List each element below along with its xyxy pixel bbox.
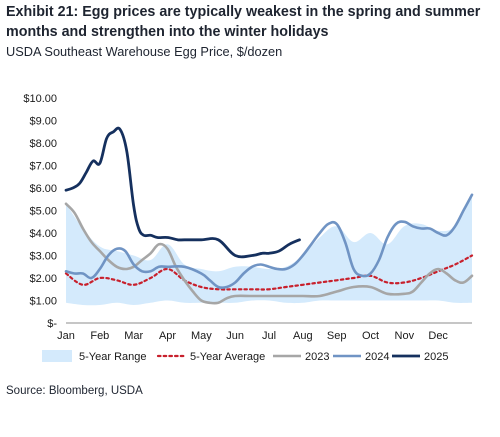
x-tick-label: Mar [124,330,143,342]
legend-label-average: 5-Year Average [190,351,265,363]
series-line-s2023 [64,202,474,305]
y-tick-label: $5.00 [29,206,57,218]
chart-subtitle: USDA Southeast Warehouse Egg Price, $/do… [6,44,283,59]
y-tick-label: $10.00 [23,93,57,105]
x-tick-label: Jan [57,330,75,342]
y-tick-label: $2.00 [29,273,57,285]
series-line-s2024 [64,193,474,290]
x-tick-label: Apr [159,330,176,342]
y-tick-label: $7.00 [29,161,57,173]
y-axis-labels: $- $1.00 $2.00 $3.00 $4.00 $5.00 $6.00 $7.00 $8.… [23,93,57,330]
y-tick-label: $- [47,318,57,330]
legend-swatch-range [42,350,72,362]
x-tick-label: Aug [293,330,313,342]
y-tick-label: $1.00 [29,296,57,308]
x-axis-labels: Jan Feb Mar Apr May Jun Jul Aug Sep Oct Nov Dec [57,330,448,342]
legend-label-2023: 2023 [305,351,329,363]
x-tick-label: Jul [262,330,276,342]
x-tick-label: Oct [362,330,379,342]
y-tick-label: $4.00 [29,228,57,240]
egg-price-chart: $- $1.00 $2.00 $3.00 $4.00 $5.00 $6.00 $7.00 $8.… [23,93,474,363]
series-line-average [64,254,474,291]
legend-label-2024: 2024 [365,351,389,363]
legend-label-2025: 2025 [424,351,448,363]
y-tick-label: $6.00 [29,183,57,195]
page-title: Exhibit 21: Egg prices are typically wea… [6,4,481,40]
x-tick-label: Feb [90,330,109,342]
source-note: Source: Bloomberg, USDA [6,385,143,397]
legend-label-range: 5-Year Range [79,351,146,363]
y-tick-label: $3.00 [29,251,57,263]
five-year-range-band [66,197,472,306]
y-tick-label: $8.00 [29,138,57,150]
x-tick-label: Sep [327,330,347,342]
legend: 5-Year Range 5-Year Average 2023 2024 2025 [42,350,448,363]
x-tick-label: Nov [395,330,415,342]
series-line-s2025 [64,126,301,259]
x-tick-label: Dec [428,330,448,342]
y-tick-label: $9.00 [29,116,57,128]
x-tick-label: May [191,330,212,342]
x-tick-label: Jun [226,330,244,342]
